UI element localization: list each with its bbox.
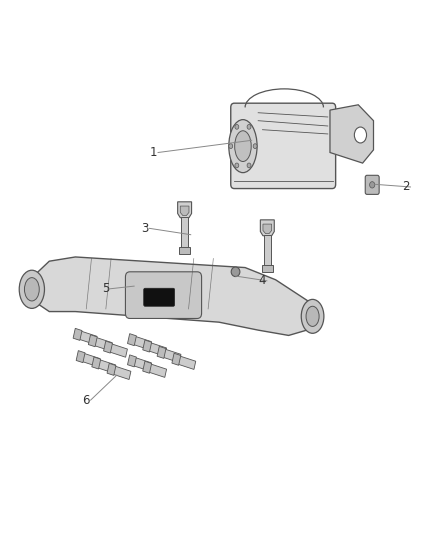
Polygon shape [172, 353, 181, 365]
Polygon shape [146, 342, 166, 356]
Polygon shape [103, 341, 113, 353]
Polygon shape [143, 340, 152, 352]
Ellipse shape [301, 300, 324, 333]
Ellipse shape [19, 270, 45, 309]
Polygon shape [157, 346, 166, 358]
Text: 4: 4 [259, 274, 266, 287]
Ellipse shape [25, 278, 39, 301]
Polygon shape [143, 361, 152, 373]
Polygon shape [178, 202, 191, 217]
Text: 3: 3 [141, 222, 148, 235]
Bar [181, 216, 188, 248]
Polygon shape [88, 335, 97, 347]
Polygon shape [107, 343, 127, 357]
Bar [264, 235, 271, 266]
Polygon shape [95, 359, 116, 373]
Bar [261, 265, 273, 272]
Polygon shape [127, 334, 136, 346]
Polygon shape [263, 224, 272, 233]
Ellipse shape [253, 144, 257, 149]
Polygon shape [330, 105, 374, 163]
Polygon shape [92, 357, 101, 369]
Ellipse shape [247, 125, 251, 129]
Polygon shape [260, 220, 274, 236]
Polygon shape [180, 206, 189, 216]
Ellipse shape [370, 182, 375, 188]
Polygon shape [131, 357, 152, 371]
Polygon shape [76, 351, 85, 362]
Polygon shape [92, 337, 112, 351]
Text: 6: 6 [82, 393, 90, 407]
FancyBboxPatch shape [144, 288, 175, 306]
Ellipse shape [231, 267, 240, 277]
Polygon shape [77, 330, 97, 344]
Text: 5: 5 [102, 282, 110, 295]
Ellipse shape [229, 119, 257, 173]
Polygon shape [80, 352, 100, 367]
FancyBboxPatch shape [231, 103, 336, 189]
FancyBboxPatch shape [125, 272, 201, 318]
Polygon shape [131, 336, 152, 350]
Polygon shape [30, 257, 319, 335]
Bar [179, 247, 190, 254]
Ellipse shape [247, 163, 251, 168]
Ellipse shape [354, 127, 367, 143]
FancyBboxPatch shape [365, 175, 379, 195]
Polygon shape [176, 355, 196, 369]
Polygon shape [111, 365, 131, 379]
Polygon shape [161, 348, 181, 362]
Text: 1: 1 [150, 146, 158, 159]
Polygon shape [107, 364, 116, 375]
Ellipse shape [235, 131, 251, 161]
Ellipse shape [229, 144, 233, 149]
Polygon shape [146, 363, 166, 377]
Text: 2: 2 [403, 181, 410, 193]
Ellipse shape [306, 306, 319, 326]
Ellipse shape [235, 163, 239, 168]
Ellipse shape [235, 125, 239, 129]
Polygon shape [73, 328, 82, 341]
Polygon shape [127, 355, 136, 367]
